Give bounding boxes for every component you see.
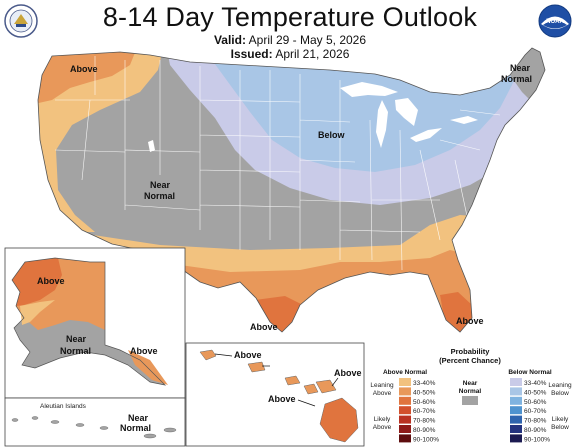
legend: Probability (Percent Chance) Above Norma… <box>370 347 572 443</box>
legend-title: Probability <box>451 347 491 356</box>
legend-below-bins: 33-40% 40-50% 50-60% 60-70% 70-80% 80-90% 90-1… <box>510 378 550 443</box>
label-above-tx: Above <box>250 322 278 332</box>
doc-seal-icon <box>4 4 38 38</box>
aleutian-inset <box>4 397 186 447</box>
legend-below-bin-swatch <box>510 434 522 443</box>
legend-below-header: Below Normal <box>508 369 552 376</box>
valid-label: Valid: <box>213 33 246 47</box>
label-near-normal-w: Near <box>150 180 171 190</box>
legend-above-header: Above Normal <box>383 369 427 376</box>
label-hi-above-3: Above <box>268 394 296 404</box>
legend-below-bin-range: 40-50% <box>524 389 547 396</box>
legend-above-bin-swatch <box>399 415 411 424</box>
label-ak-normal: Normal <box>60 346 91 356</box>
legend-near-header2: Normal <box>459 388 482 395</box>
legend-below-bin-range: 70-80% <box>524 418 547 425</box>
legend-above-bin-range: 50-60% <box>413 399 436 406</box>
hawaii-label-leaders <box>214 353 339 407</box>
label-aleutian-near: Near <box>128 413 149 423</box>
valid-value: April 29 - May 5, 2026 <box>248 33 367 47</box>
legend-below-bin-range: 33-40% <box>524 380 547 387</box>
label-near-normal-ne: Near <box>510 63 531 73</box>
legend-above-bin-swatch <box>399 387 411 396</box>
legend-leaning-below2: Below <box>551 390 569 397</box>
legend-near-header: Near <box>463 380 478 387</box>
legend-above-bin-swatch <box>399 378 411 386</box>
legend-below-bin-range: 80-90% <box>524 427 547 434</box>
label-hi-above-2: Above <box>334 368 362 378</box>
legend-below-bin-swatch <box>510 378 522 386</box>
alaska-shape <box>11 257 168 386</box>
legend-leaning-below: Leaning <box>548 382 572 389</box>
label-near-normal-w2: Normal <box>144 191 175 201</box>
legend-above-bin-swatch <box>399 425 411 433</box>
label-aleutian-normal: Normal <box>120 423 151 433</box>
legend-above-bin-range: 60-70% <box>413 408 436 415</box>
legend-likely-below: Likely <box>552 416 569 423</box>
legend-below-bin-swatch <box>510 415 522 424</box>
label-ak-above: Above <box>37 276 65 286</box>
label-aleutian-title: Aleutian Islands <box>40 403 87 410</box>
state-borders <box>54 56 501 271</box>
legend-likely-above2: Above <box>373 424 392 431</box>
legend-above-bin-swatch <box>399 406 411 415</box>
label-above-fl: Above <box>456 316 484 326</box>
legend-below-bin-range: 90-100% <box>524 436 550 443</box>
legend-above-bin-range: 33-40% <box>413 380 436 387</box>
label-near-normal-ne2: Normal <box>501 74 532 84</box>
map-title: 8-14 Day Temperature Outlook <box>102 2 478 32</box>
hawaii-islands <box>199 349 359 443</box>
issued-label: Issued: <box>230 47 273 61</box>
legend-below-bin-swatch <box>510 387 522 396</box>
legend-leaning-above2: Above <box>373 390 392 397</box>
aleutian-islands <box>11 416 177 439</box>
issued-line: Issued: April 21, 2026 <box>0 47 580 61</box>
great-lakes <box>340 82 478 148</box>
legend-below-bin-swatch <box>510 396 522 405</box>
legend-leaning-above: Leaning <box>370 382 394 389</box>
label-ak-above-se: Above <box>130 346 158 356</box>
legend-near-swatch <box>462 396 478 405</box>
legend-above-bin-range: 40-50% <box>413 389 436 396</box>
legend-above-bin-range: 80-90% <box>413 427 436 434</box>
valid-line: Valid: April 29 - May 5, 2026 <box>0 33 580 47</box>
issued-value: April 21, 2026 <box>275 47 350 61</box>
label-ak-near: Near <box>66 334 87 344</box>
legend-subtitle: (Percent Chance) <box>439 356 501 365</box>
legend-likely-above: Likely <box>374 416 391 423</box>
legend-above-bin-swatch <box>399 396 411 405</box>
legend-below-bin-swatch <box>510 406 522 415</box>
legend-below-bin-range: 60-70% <box>524 408 547 415</box>
noaa-logo-text: NOAA <box>546 19 564 25</box>
legend-below-bin-swatch <box>510 425 522 433</box>
legend-likely-below2: Below <box>551 424 569 431</box>
label-below: Below <box>318 130 346 140</box>
legend-above-bins: 33-40% 40-50% 50-60% 60-70% 70-80% 80-90% 90-1… <box>399 378 439 443</box>
legend-above-bin-range: 70-80% <box>413 418 436 425</box>
label-above-nw: Above <box>70 64 98 74</box>
label-hi-above-1: Above <box>234 350 262 360</box>
legend-above-bin-range: 90-100% <box>413 436 439 443</box>
legend-below-bin-range: 50-60% <box>524 399 547 406</box>
noaa-logo-icon: NOAA <box>538 4 572 38</box>
legend-above-bin-swatch <box>399 434 411 443</box>
